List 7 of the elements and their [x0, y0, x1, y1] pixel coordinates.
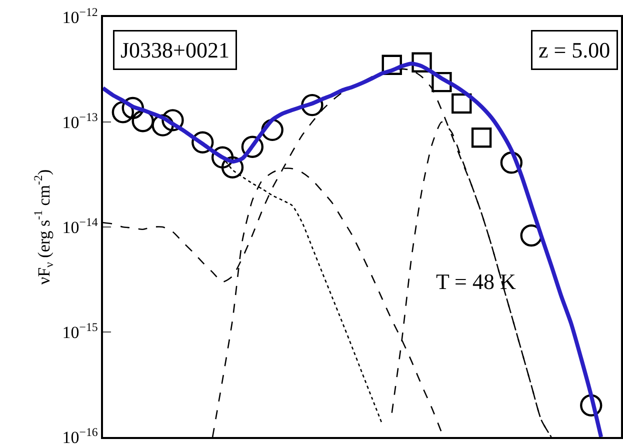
y-tick-label: 10$^{−15}$ — [62, 320, 98, 342]
y-tick-label: 10$^{−14}$ — [62, 214, 98, 237]
y-tick-label: 10$^{−12}$ — [62, 4, 98, 27]
y-tick-label: 10$^{−13}$ — [62, 110, 98, 132]
y-tick-label: 10$^{−16}$ — [62, 424, 98, 447]
annotation: z = 5.00 — [538, 38, 610, 62]
annotation: J0338+0021 — [120, 38, 230, 62]
